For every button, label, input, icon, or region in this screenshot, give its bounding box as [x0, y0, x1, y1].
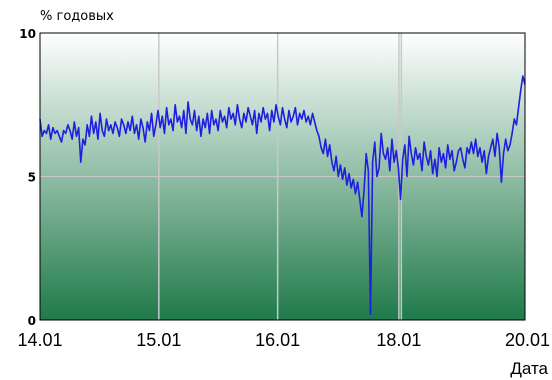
- plot-frame: [39, 32, 526, 321]
- y-tick-label: 5: [28, 171, 36, 185]
- y-tick-label: 0: [28, 314, 36, 328]
- x-tick-label: 15.01: [136, 330, 181, 350]
- y-tick-label: 10: [19, 27, 36, 41]
- x-tick-label: 16.01: [255, 330, 300, 350]
- x-tick-label: 14.01: [17, 330, 62, 350]
- grid-lines: [40, 33, 525, 320]
- x-tick-label: 20.01: [505, 330, 550, 350]
- x-axis-label: Дата: [510, 359, 548, 378]
- x-tick-labels: 14.01 15.01 16.01 18.01 20.01: [17, 330, 550, 350]
- y-axis-label: % годовых: [40, 9, 114, 24]
- series-line: [39, 75, 526, 316]
- x-tick-label: 18.01: [376, 330, 421, 350]
- y-tick-labels: 0 5 10: [19, 27, 36, 328]
